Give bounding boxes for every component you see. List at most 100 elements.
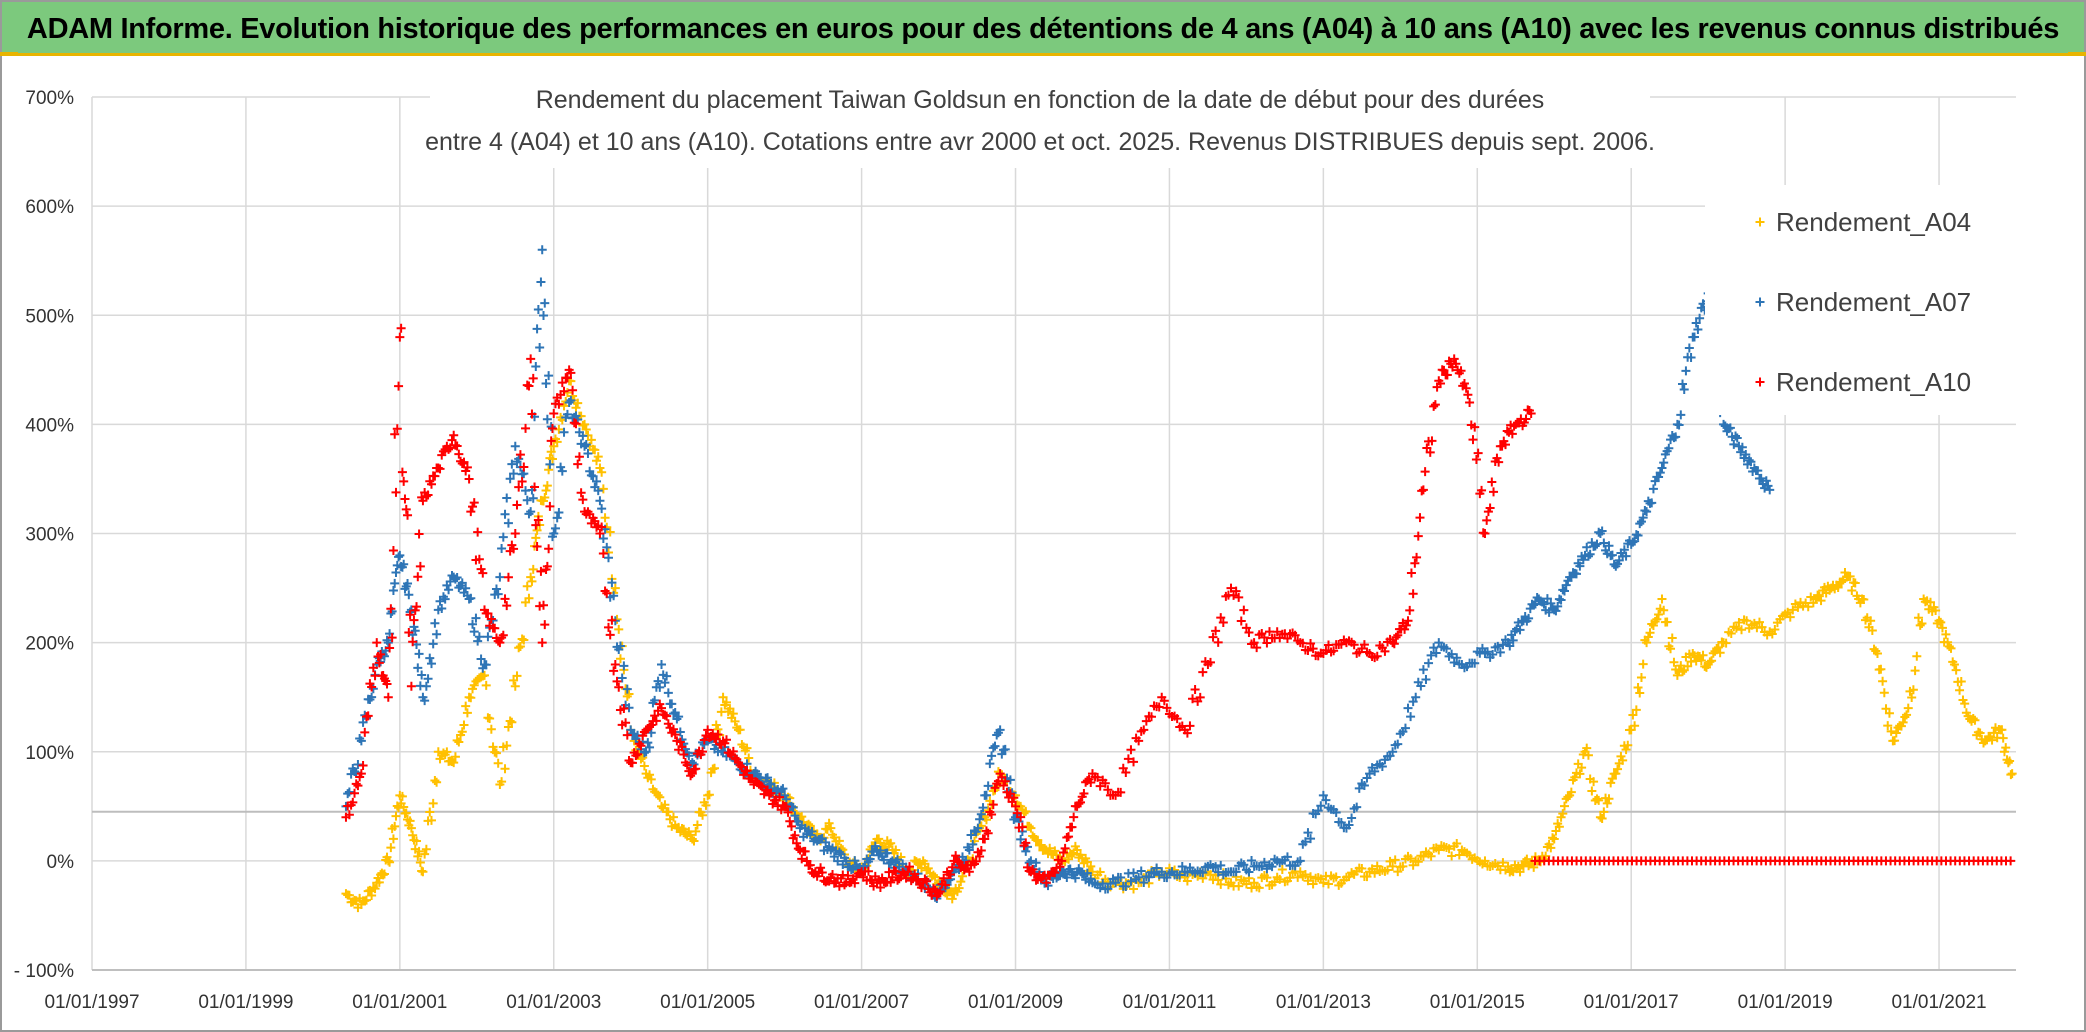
data-point <box>1648 484 1658 494</box>
data-point <box>1505 641 1515 651</box>
data-point <box>1303 646 1313 656</box>
data-point <box>1951 665 1961 675</box>
data-point <box>1478 528 1488 538</box>
data-point <box>447 757 457 767</box>
data-point <box>2003 758 2013 768</box>
series-Rendement_A04 <box>341 376 2017 913</box>
data-point <box>554 507 564 517</box>
data-point <box>1717 637 1727 647</box>
data-point <box>1867 625 1877 635</box>
data-point <box>481 660 491 670</box>
data-point <box>1473 448 1483 458</box>
data-point <box>403 510 413 520</box>
data-point <box>526 354 536 364</box>
data-point <box>415 561 425 571</box>
data-point <box>528 373 538 383</box>
data-point <box>1659 605 1669 615</box>
data-point <box>1100 778 1110 788</box>
data-point <box>1216 879 1226 889</box>
data-point <box>975 851 985 861</box>
data-point <box>559 386 569 396</box>
data-point <box>383 692 393 702</box>
data-point <box>500 764 510 774</box>
data-point <box>602 588 612 598</box>
data-point <box>1558 585 1568 595</box>
data-point <box>1021 806 1031 816</box>
data-point <box>1270 877 1280 887</box>
data-point <box>355 733 365 743</box>
data-point <box>1871 646 1881 656</box>
data-point <box>793 844 803 854</box>
data-point <box>1647 498 1657 508</box>
chart-title-line1: Rendement du placement Taiwan Goldsun en… <box>536 86 1545 114</box>
x-tick-label: 01/01/2007 <box>814 992 909 1013</box>
data-point <box>1357 863 1367 873</box>
data-point <box>655 792 665 802</box>
data-point <box>437 604 447 614</box>
data-point <box>650 711 660 721</box>
data-point <box>1672 670 1682 680</box>
data-point <box>987 810 997 820</box>
data-point <box>638 753 648 763</box>
data-point <box>385 643 395 653</box>
data-point <box>1998 733 2008 743</box>
data-point <box>742 743 752 753</box>
data-point <box>1211 626 1221 636</box>
data-point <box>536 566 546 576</box>
data-point <box>462 708 472 718</box>
data-point <box>530 482 540 492</box>
data-point <box>662 711 672 721</box>
y-tick-label: 300% <box>25 525 74 546</box>
data-point <box>391 811 401 821</box>
data-point <box>1427 436 1437 446</box>
data-point <box>1108 790 1118 800</box>
data-point <box>1413 531 1423 541</box>
data-point <box>622 730 632 740</box>
data-point <box>653 676 663 686</box>
data-point <box>524 593 534 603</box>
data-point <box>869 847 879 857</box>
data-point <box>404 628 414 638</box>
data-point <box>1602 798 1612 808</box>
data-point <box>1389 639 1399 649</box>
data-point <box>1239 860 1249 870</box>
data-point <box>420 849 430 859</box>
data-point <box>1359 640 1369 650</box>
data-point <box>2006 770 2016 780</box>
data-point <box>1524 613 1534 623</box>
data-point <box>1262 873 1272 883</box>
data-point <box>557 378 567 388</box>
data-point <box>500 509 510 519</box>
data-point <box>1344 820 1354 830</box>
data-point <box>536 277 546 287</box>
data-point <box>533 305 543 315</box>
data-point <box>627 758 637 768</box>
data-point <box>928 884 938 894</box>
data-point <box>668 812 678 822</box>
data-point <box>531 361 541 371</box>
x-tick-label: 01/01/2009 <box>968 992 1063 1013</box>
data-point <box>1960 699 1970 709</box>
data-point <box>466 693 476 703</box>
data-point <box>1182 867 1192 877</box>
data-point <box>687 834 697 844</box>
data-point <box>636 741 646 751</box>
data-point <box>1452 839 1462 849</box>
x-axis-ticks: 01/01/1997 01/01/1999 01/01/2001 01/01/2003… <box>44 992 1986 1013</box>
data-point <box>605 527 615 537</box>
data-point <box>1997 725 2007 735</box>
data-point <box>444 444 454 454</box>
data-point <box>478 671 488 681</box>
data-point <box>1406 568 1416 578</box>
data-point <box>1141 716 1151 726</box>
data-point <box>1451 359 1461 369</box>
data-point <box>401 808 411 818</box>
data-point <box>1681 366 1691 376</box>
data-point <box>1912 651 1922 661</box>
data-point <box>486 614 496 624</box>
data-point <box>503 572 513 582</box>
data-point <box>988 743 998 753</box>
data-point <box>1241 879 1251 889</box>
data-point <box>495 572 505 582</box>
data-point <box>588 471 598 481</box>
